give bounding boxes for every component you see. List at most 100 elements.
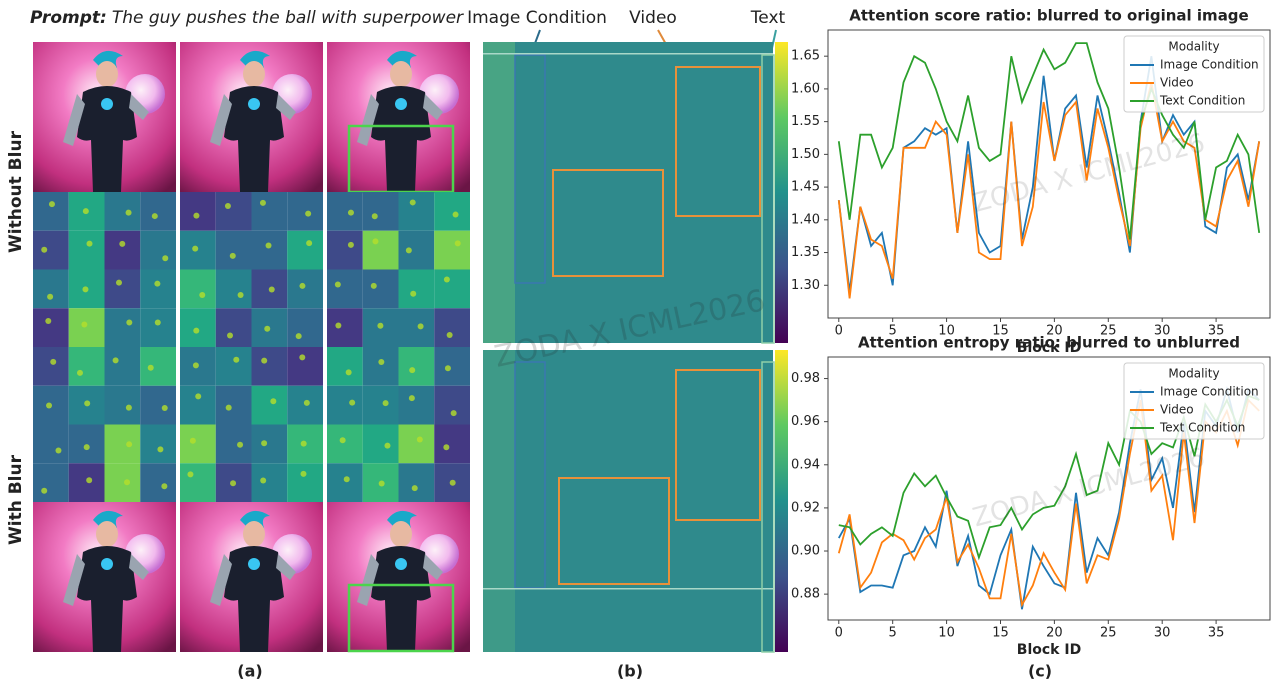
map-cell	[434, 347, 470, 386]
highlight-box	[347, 583, 455, 653]
map-dot	[55, 447, 62, 454]
map-dot	[295, 333, 302, 340]
map-cell	[68, 463, 105, 502]
matrix-strip	[483, 42, 515, 343]
map-dot	[343, 476, 350, 483]
map-cell	[215, 347, 252, 386]
map-dot	[115, 279, 122, 286]
map-cell	[180, 424, 216, 464]
region-label: Text	[750, 8, 786, 28]
map-cell	[104, 424, 141, 464]
map-cell	[327, 269, 363, 309]
map-dot	[443, 444, 450, 451]
y-tick-label: 1.65	[791, 49, 820, 64]
map-cell	[327, 192, 363, 231]
map-dot	[405, 247, 412, 254]
map-dot	[378, 359, 385, 366]
map-cell	[215, 385, 252, 425]
map-dot	[261, 440, 268, 447]
map-dot	[195, 393, 202, 400]
map-dot	[82, 208, 89, 215]
map-cell	[180, 192, 216, 231]
x-axis-label: Block ID	[1017, 642, 1081, 658]
map-dot	[192, 362, 199, 369]
y-tick-label: 1.60	[791, 81, 820, 96]
region-box	[558, 477, 670, 585]
y-tick-label: 0.96	[791, 414, 820, 429]
map-dot	[261, 357, 268, 364]
map-dot	[189, 437, 196, 444]
map-cell	[140, 308, 176, 347]
map-cell	[33, 424, 69, 464]
x-tick-label: 0	[835, 324, 843, 339]
x-tick-label: 15	[992, 324, 1009, 339]
map-cell	[215, 308, 252, 347]
map-dot	[162, 255, 169, 262]
x-tick-label: 30	[1154, 324, 1171, 339]
map-dot	[454, 240, 461, 247]
legend-label: Image Condition	[1160, 58, 1259, 72]
map-cell	[104, 347, 141, 386]
x-tick-label: 10	[938, 324, 955, 339]
map-dot	[409, 367, 416, 374]
divider	[483, 53, 773, 55]
x-tick-label: 5	[889, 324, 897, 339]
map-dot	[124, 479, 131, 486]
map-dot	[82, 286, 89, 293]
region-box	[514, 54, 546, 284]
map-cell	[215, 269, 252, 309]
map-dot	[41, 246, 48, 253]
map-cell	[398, 385, 435, 425]
x-tick-label: 35	[1208, 324, 1225, 339]
region-box	[761, 361, 775, 653]
map-dot	[268, 286, 275, 293]
chart-title: Attention entropy ratio: blurred to unbl…	[858, 334, 1240, 352]
map-dot	[192, 245, 199, 252]
map-cell	[327, 424, 363, 464]
map-dot	[334, 281, 341, 288]
map-dot	[377, 322, 384, 329]
map-cell	[434, 308, 470, 347]
map-dot	[237, 291, 244, 298]
map-dot	[147, 364, 154, 371]
map-dot	[384, 442, 391, 449]
x-tick-label: 30	[1154, 626, 1171, 641]
map-dot	[378, 480, 385, 487]
x-tick-label: 15	[992, 626, 1009, 641]
map-cell	[33, 269, 69, 309]
map-dot	[417, 323, 424, 330]
map-cell	[251, 347, 288, 386]
map-cell	[180, 269, 216, 309]
map-cell	[140, 269, 176, 309]
map-cell	[398, 192, 435, 231]
legend-title: Modality	[1168, 40, 1219, 54]
attention-matrix	[483, 350, 788, 653]
map-dot	[199, 291, 206, 298]
matrix-strip	[483, 350, 515, 652]
map-cell	[434, 269, 470, 309]
y-tick-label: 0.88	[791, 587, 820, 602]
map-cell	[287, 347, 323, 386]
map-cell	[140, 230, 176, 270]
map-cell	[362, 424, 399, 464]
map-dot	[225, 404, 232, 411]
map-dot	[408, 395, 415, 402]
map-dot	[339, 437, 346, 444]
map-dot	[125, 209, 132, 216]
map-cell	[180, 230, 216, 270]
map-cell	[398, 347, 435, 386]
map-cell	[33, 308, 69, 347]
map-cell	[362, 347, 399, 386]
attention-matrix	[483, 42, 788, 344]
map-dot	[125, 404, 132, 411]
legend-label: Video	[1160, 76, 1194, 90]
map-cell	[287, 269, 323, 309]
map-cell	[180, 463, 216, 502]
map-dot	[119, 240, 126, 247]
x-tick-label: 20	[1046, 626, 1063, 641]
frame-image	[33, 42, 176, 192]
map-cell	[140, 463, 176, 502]
y-tick-label: 1.30	[791, 278, 820, 293]
map-dot	[299, 354, 306, 361]
map-dot	[187, 471, 194, 478]
